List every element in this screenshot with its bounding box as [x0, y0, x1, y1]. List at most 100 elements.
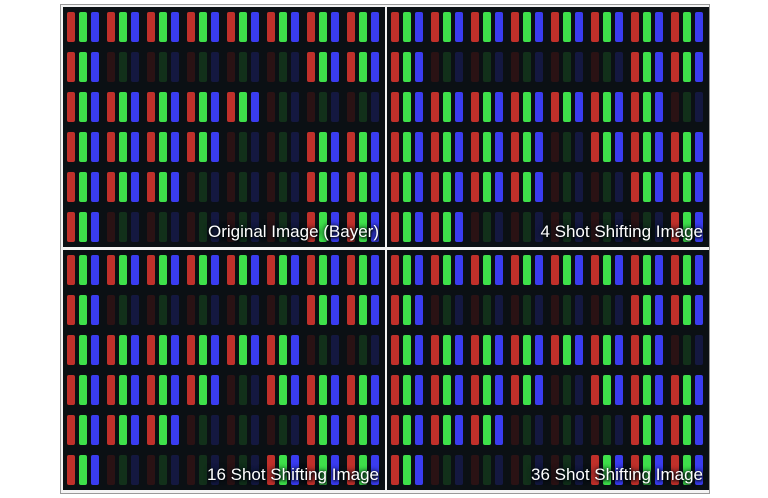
subpixel: [251, 12, 259, 42]
subpixel: [67, 335, 75, 365]
subpixel: [319, 132, 327, 162]
subpixel: [471, 212, 479, 242]
subpixel: [455, 132, 463, 162]
subpixel: [147, 132, 155, 162]
subpixel: [187, 212, 195, 242]
subpixel: [455, 335, 463, 365]
subpixel: [443, 172, 451, 202]
subpixel: [695, 255, 703, 285]
subpixel: [455, 455, 463, 485]
subpixel: [683, 415, 691, 445]
subpixel: [431, 52, 439, 82]
subpixel: [291, 255, 299, 285]
subpixel: [631, 455, 639, 485]
subpixel: [455, 415, 463, 445]
subpixel: [551, 415, 559, 445]
subpixel: [483, 52, 491, 82]
subpixel: [279, 255, 287, 285]
subpixel: [107, 295, 115, 325]
subpixel: [671, 375, 679, 405]
subpixel: [267, 415, 275, 445]
subpixel: [79, 212, 87, 242]
subpixel: [603, 375, 611, 405]
subpixel: [267, 12, 275, 42]
subpixel: [239, 52, 247, 82]
panel: 16 Shot Shifting Image: [63, 250, 385, 490]
subpixel: [227, 212, 235, 242]
subpixel: [511, 52, 519, 82]
subpixel: [239, 415, 247, 445]
subpixel: [227, 172, 235, 202]
subpixel: [199, 335, 207, 365]
subpixel: [511, 335, 519, 365]
subpixel: [535, 172, 543, 202]
subpixel: [331, 375, 339, 405]
subpixel: [91, 172, 99, 202]
subpixel: [563, 132, 571, 162]
subpixel: [91, 212, 99, 242]
subpixel: [187, 92, 195, 122]
subpixel: [523, 12, 531, 42]
subpixel: [119, 212, 127, 242]
subpixel: [67, 12, 75, 42]
subpixel: [655, 92, 663, 122]
subpixel: [187, 335, 195, 365]
subpixel: [347, 295, 355, 325]
subpixel: [291, 92, 299, 122]
subpixel: [631, 52, 639, 82]
subpixel: [107, 92, 115, 122]
subpixel: [147, 12, 155, 42]
subpixel: [523, 52, 531, 82]
subpixel: [251, 212, 259, 242]
subpixel: [79, 12, 87, 42]
subpixel: [683, 212, 691, 242]
subpixel: [107, 415, 115, 445]
subpixel: [279, 455, 287, 485]
subpixel: [319, 375, 327, 405]
subpixel: [131, 132, 139, 162]
subpixel: [671, 255, 679, 285]
subpixel: [119, 52, 127, 82]
subpixel: [147, 335, 155, 365]
subpixel: [159, 172, 167, 202]
subpixel: [563, 415, 571, 445]
subpixel: [199, 415, 207, 445]
subpixel: [431, 375, 439, 405]
subpixel: [551, 335, 559, 365]
subpixel: [523, 375, 531, 405]
subpixel: [455, 52, 463, 82]
panel: Original Image (Bayer): [63, 7, 385, 247]
subpixel: [79, 172, 87, 202]
subpixel: [291, 415, 299, 445]
subpixel: [239, 12, 247, 42]
subpixel: [251, 172, 259, 202]
subpixel: [279, 52, 287, 82]
subpixel: [551, 52, 559, 82]
subpixel: [67, 455, 75, 485]
subpixel: [575, 335, 583, 365]
subpixel: [67, 255, 75, 285]
subpixel: [391, 255, 399, 285]
subpixel: [403, 255, 411, 285]
subpixel: [227, 455, 235, 485]
subpixel: [347, 12, 355, 42]
subpixel: [683, 295, 691, 325]
subpixel: [119, 132, 127, 162]
subpixel: [391, 335, 399, 365]
subpixel: [523, 132, 531, 162]
subpixel: [443, 255, 451, 285]
subpixel: [391, 92, 399, 122]
subpixel: [119, 12, 127, 42]
subpixel: [91, 415, 99, 445]
subpixel: [443, 132, 451, 162]
subpixel: [319, 12, 327, 42]
subpixel: [563, 335, 571, 365]
subpixel: [471, 415, 479, 445]
subpixel: [147, 255, 155, 285]
subpixel: [455, 12, 463, 42]
subpixel: [371, 295, 379, 325]
subpixel: [371, 335, 379, 365]
subpixel: [331, 212, 339, 242]
subpixel: [511, 212, 519, 242]
subpixel: [551, 212, 559, 242]
